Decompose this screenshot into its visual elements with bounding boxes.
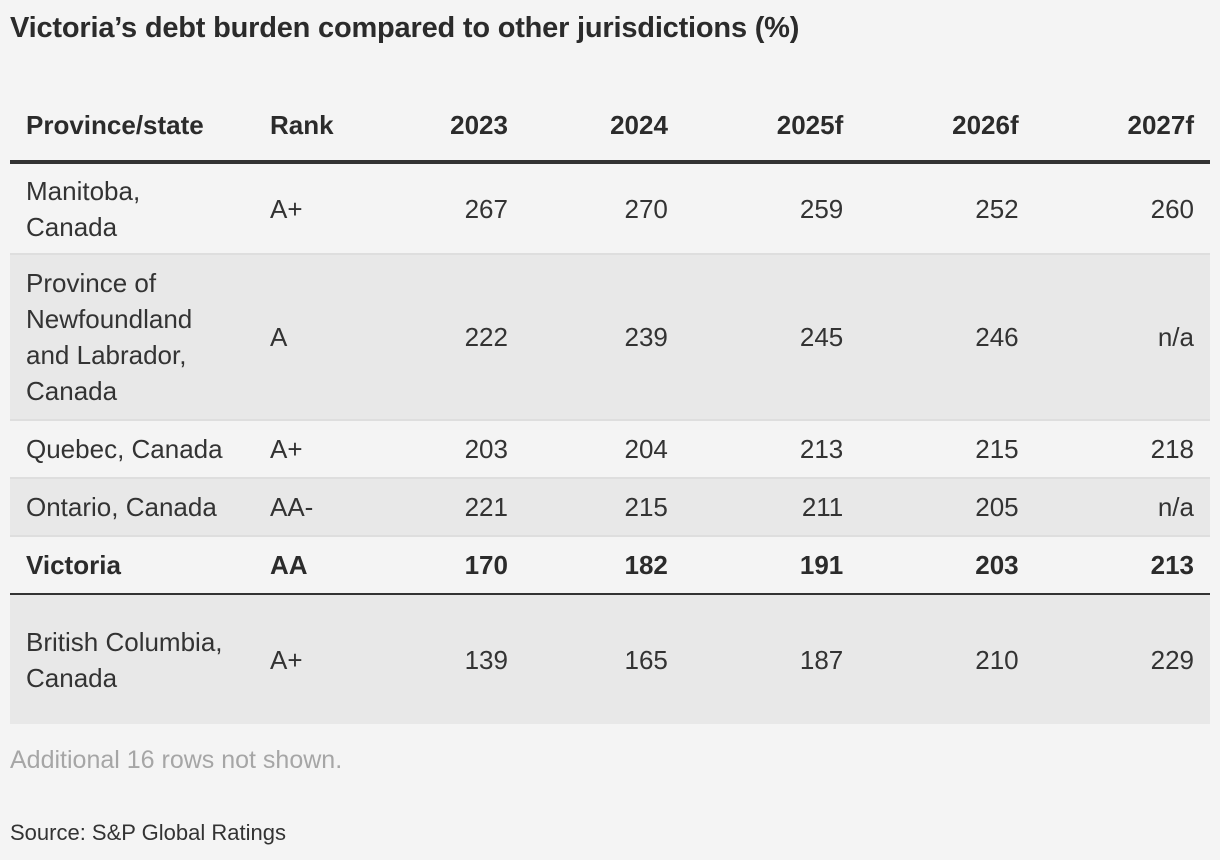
highlighted-row-victoria: Victoria AA 170 182 191 203 213	[10, 536, 1210, 594]
value-cell-2023: 139	[464, 644, 508, 675]
province-cell: Victoria	[26, 550, 121, 580]
province-cell: British Columbia, Canada	[26, 626, 223, 693]
province-cell: Province of Newfoundland and Labrador, C…	[26, 268, 193, 406]
value-cell-2023: 221	[464, 492, 508, 522]
value-cell-2025f: 245	[799, 322, 844, 352]
table-row: Province of Newfoundland and Labrador, C…	[10, 254, 1210, 420]
value-cell-2027f: 213	[1150, 550, 1194, 580]
value-cell-2026f: 252	[975, 193, 1019, 224]
table-body: Manitoba, Canada A+ 267 270 259 252 260 …	[10, 162, 1210, 724]
source-note: Source: S&P Global Ratings	[10, 820, 286, 845]
value-cell-2023: 267	[464, 193, 508, 224]
value-cell-2026f: 205	[975, 492, 1019, 522]
value-cell-2027f: n/a	[1157, 322, 1194, 352]
value-cell-2023: 203	[464, 434, 508, 464]
rank-cell: AA-	[270, 492, 314, 522]
value-cell-2025f: 259	[799, 193, 844, 224]
table-row: Manitoba, Canada A+ 267 270 259 252 260	[10, 162, 1210, 254]
value-cell-2024: 239	[624, 322, 668, 352]
value-cell-2025f: 211	[801, 492, 844, 522]
header-row: Province/state Rank 2023 2024 2025f 2026…	[10, 90, 1210, 164]
column-header-rank: Rank	[254, 90, 364, 164]
value-cell-2026f: 203	[975, 550, 1019, 580]
value-cell-2025f: 191	[799, 550, 844, 580]
value-cell-2024: 182	[624, 550, 668, 580]
rows-hidden-note: Additional 16 rows not shown.	[10, 746, 343, 774]
province-cell: Ontario, Canada	[26, 492, 217, 522]
column-header-2026f: 2026f	[859, 90, 1035, 164]
column-header-2027f: 2027f	[1034, 90, 1210, 164]
value-cell-2027f: 260	[1150, 193, 1194, 224]
column-header-2025f: 2025f	[683, 90, 860, 164]
value-cell-2027f: 229	[1150, 644, 1194, 675]
rank-cell: A+	[270, 193, 303, 224]
value-cell-2025f: 213	[799, 434, 844, 464]
value-cell-2027f: 218	[1150, 434, 1194, 464]
rank-cell: A+	[270, 434, 303, 464]
value-cell-2026f: 210	[975, 644, 1019, 675]
value-cell-2027f: n/a	[1157, 492, 1194, 522]
column-header-province: Province/state	[10, 90, 254, 164]
value-cell-2025f: 187	[799, 644, 844, 675]
table-row: British Columbia, Canada A+ 139 165 187 …	[10, 594, 1210, 724]
column-header-2024: 2024	[523, 90, 684, 164]
value-cell-2023: 222	[464, 322, 508, 352]
column-header-2023: 2023	[364, 90, 524, 164]
value-cell-2024: 165	[624, 644, 668, 675]
table-row: Quebec, Canada A+ 203 204 213 215 218	[10, 420, 1210, 478]
value-cell-2026f: 215	[975, 434, 1019, 464]
table-header: Province/state Rank 2023 2024 2025f 2026…	[10, 90, 1210, 164]
value-cell-2024: 204	[624, 434, 668, 464]
chart-title: Victoria’s debt burden compared to other…	[10, 12, 800, 44]
debt-table: Province/state Rank 2023 2024 2025f 2026…	[10, 90, 1210, 724]
value-cell-2024: 215	[624, 492, 668, 522]
rank-cell: A+	[270, 644, 303, 675]
province-cell: Manitoba, Canada	[26, 175, 141, 242]
value-cell-2026f: 246	[975, 322, 1019, 352]
rank-cell: A	[270, 322, 288, 352]
table-row: Ontario, Canada AA- 221 215 211 205 n/a	[10, 478, 1210, 536]
province-cell: Quebec, Canada	[26, 434, 223, 464]
rank-cell: AA	[270, 550, 308, 580]
value-cell-2023: 170	[464, 550, 508, 580]
value-cell-2024: 270	[624, 193, 668, 224]
